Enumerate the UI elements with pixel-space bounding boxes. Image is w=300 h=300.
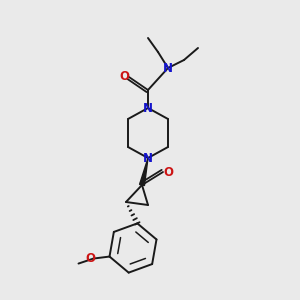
Text: O: O — [163, 166, 173, 178]
Text: O: O — [85, 252, 95, 265]
Polygon shape — [140, 158, 148, 185]
Text: O: O — [119, 70, 129, 83]
Text: N: N — [143, 101, 153, 115]
Text: N: N — [163, 61, 173, 74]
Text: N: N — [143, 152, 153, 164]
